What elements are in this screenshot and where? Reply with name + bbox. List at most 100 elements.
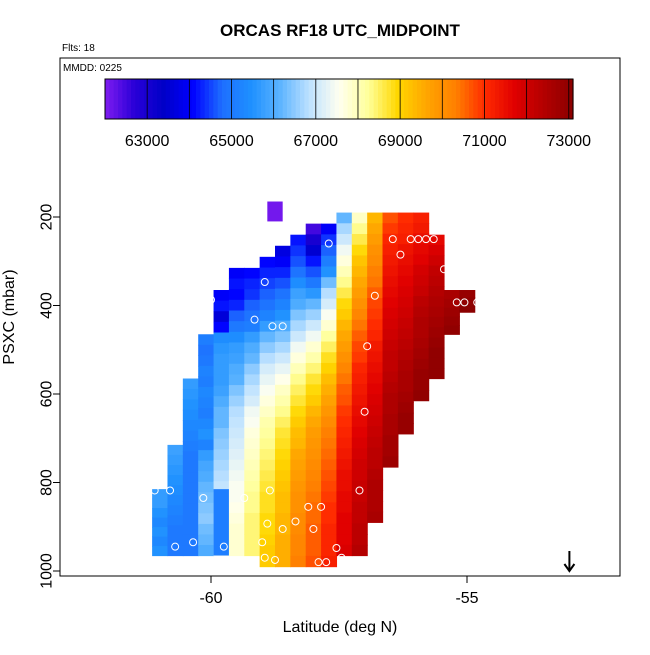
heatmap-cell xyxy=(351,405,368,417)
heatmap-cell xyxy=(267,201,283,222)
data-point xyxy=(263,519,272,528)
heatmap-cell xyxy=(367,340,384,353)
heatmap-cell xyxy=(275,245,291,258)
data-point xyxy=(132,542,141,551)
colorbar-block xyxy=(373,79,379,119)
heatmap-cell xyxy=(275,481,291,493)
heatmap-cell xyxy=(443,290,460,300)
heatmap-cell xyxy=(167,525,184,536)
heatmap-cell xyxy=(413,306,430,318)
heatmap-cell xyxy=(413,390,430,402)
heatmap-cell xyxy=(305,448,322,461)
data-point xyxy=(406,235,415,244)
heatmap-cell xyxy=(336,491,353,503)
colorbar-block xyxy=(469,79,474,119)
data-point xyxy=(166,486,175,495)
heatmap-cell xyxy=(259,534,276,546)
heatmap-cell xyxy=(351,212,368,224)
heatmap-cell xyxy=(290,277,307,289)
heatmap-cell xyxy=(367,394,384,406)
heatmap-cell xyxy=(351,426,368,439)
data-point xyxy=(150,486,159,495)
heatmap-cell xyxy=(182,461,199,473)
heatmap-cell xyxy=(290,523,307,536)
heatmap-cell xyxy=(305,330,322,343)
heatmap-cell xyxy=(321,427,338,439)
heatmap-cell xyxy=(167,515,184,526)
data-point xyxy=(340,558,349,567)
x-axis-label: Latitude (deg N) xyxy=(283,619,398,636)
heatmap-cell xyxy=(167,545,184,557)
heatmap-cell xyxy=(275,299,291,311)
colorbar-block xyxy=(252,79,258,119)
heatmap-cell xyxy=(336,351,353,364)
heatmap-cell xyxy=(228,417,245,429)
heatmap-cell xyxy=(321,309,338,321)
heatmap-cell xyxy=(305,255,322,268)
heatmap-cell xyxy=(459,297,476,306)
heatmap-cell xyxy=(443,316,460,327)
data-point xyxy=(291,517,300,526)
heatmap-cell xyxy=(275,491,291,504)
heatmap-cell xyxy=(413,264,430,276)
heatmap-cell xyxy=(382,424,399,436)
heatmap-cell xyxy=(182,524,199,536)
heatmap-cell xyxy=(428,296,445,308)
data-point xyxy=(265,486,274,495)
heatmap-cell xyxy=(259,352,276,365)
colorbar-block xyxy=(525,79,531,119)
heatmap-cell xyxy=(336,234,353,246)
heatmap-cell xyxy=(397,233,414,245)
heatmap-cell xyxy=(259,491,276,504)
heatmap-cell xyxy=(244,353,261,365)
data-point xyxy=(429,235,438,244)
colorbar-block xyxy=(330,79,336,119)
colorbar-block xyxy=(447,79,453,119)
heatmap-cell xyxy=(351,319,368,332)
heatmap-cell xyxy=(244,278,261,290)
heatmap-cell xyxy=(198,450,215,462)
heatmap-cell xyxy=(198,418,215,430)
heatmap-cell xyxy=(321,373,338,385)
heatmap-cell xyxy=(259,449,276,461)
heatmap-cell xyxy=(397,349,414,361)
colorbar-block xyxy=(148,79,154,119)
heatmap-cell xyxy=(382,223,399,235)
heatmap-cell xyxy=(336,330,353,342)
heatmap-cell xyxy=(336,373,353,385)
heatmap-cell xyxy=(321,245,338,257)
data-point xyxy=(396,250,405,259)
heatmap-cell xyxy=(198,460,215,472)
heatmap-cell xyxy=(321,437,338,450)
heatmap-cell xyxy=(336,512,353,524)
heatmap-cell xyxy=(244,427,261,439)
data-point xyxy=(271,555,279,564)
heatmap-cell xyxy=(397,296,414,308)
heatmap-cell xyxy=(244,459,261,471)
colorbar-block xyxy=(356,79,362,119)
data-point xyxy=(140,542,149,551)
heatmap-cell xyxy=(259,523,276,536)
heatmap-cell xyxy=(367,468,384,481)
heatmap-cell xyxy=(321,223,338,235)
x-tick-label: -60 xyxy=(199,590,222,607)
heatmap-cell xyxy=(367,265,384,278)
colorbar-block xyxy=(495,79,500,119)
heatmap-cell xyxy=(367,500,384,513)
colorbar-block xyxy=(178,79,184,119)
heatmap-cell xyxy=(275,555,291,568)
heatmap-cell xyxy=(459,290,476,298)
heatmap-cell xyxy=(244,480,261,493)
heatmap-cell xyxy=(213,332,230,344)
colorbar-block xyxy=(191,79,197,119)
flts-label: Flts: 18 xyxy=(62,43,95,54)
heatmap-cell xyxy=(198,513,215,525)
heatmap-cell xyxy=(305,545,322,557)
heatmap-cell xyxy=(275,406,291,418)
heatmap-cell xyxy=(367,479,384,491)
heatmap-cell xyxy=(259,470,276,482)
colorbar-block xyxy=(516,79,522,119)
heatmap-cell xyxy=(367,490,384,502)
heatmap-cell xyxy=(275,384,291,397)
heatmap-cell xyxy=(290,470,307,482)
